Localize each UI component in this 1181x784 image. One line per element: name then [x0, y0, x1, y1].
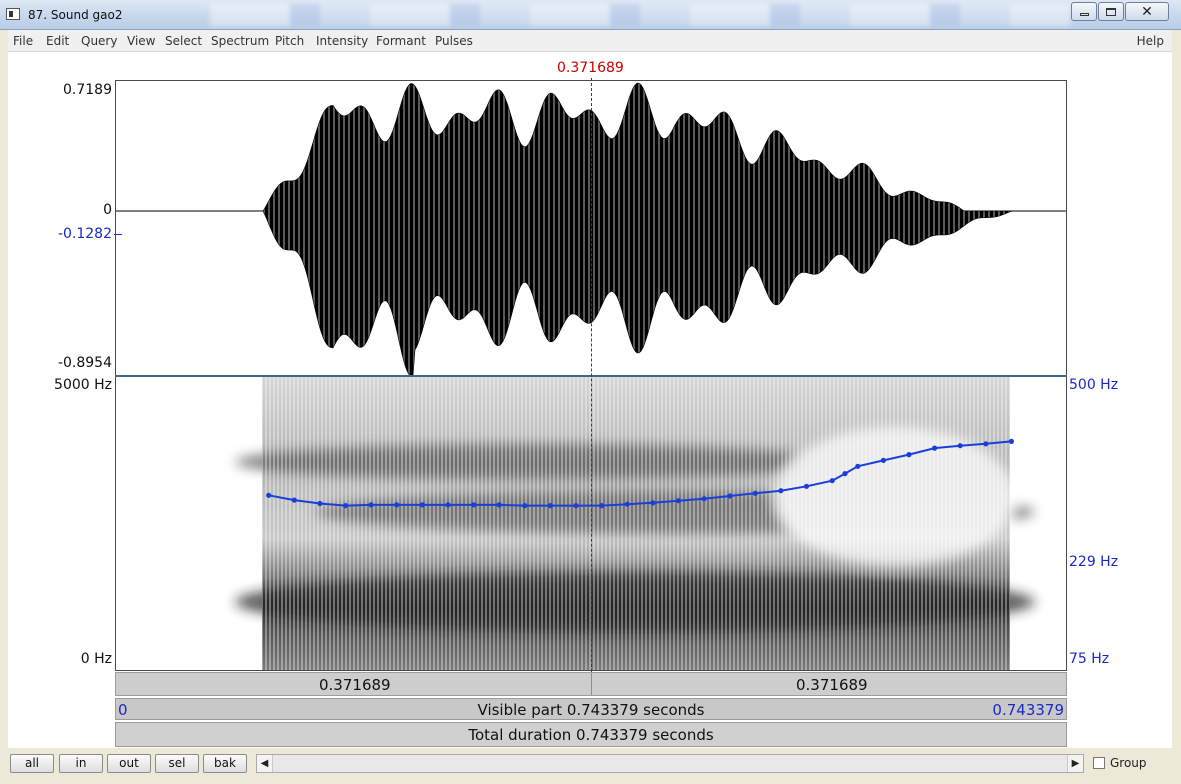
total-duration-label[interactable]: Total duration 0.743379 seconds	[468, 726, 714, 744]
visible-start-time: 0	[118, 701, 128, 719]
pitch-point	[906, 452, 912, 458]
visible-end-time: 0.743379	[992, 701, 1064, 719]
visible-part-bar[interactable]: 0 Visible part 0.743379 seconds 0.743379	[115, 698, 1067, 720]
waveform-cursor-value: -0.1282	[57, 226, 112, 242]
cursor-time-label: 0.371689	[557, 60, 624, 76]
pitch-point	[1008, 438, 1015, 444]
minimize-button[interactable]	[1071, 2, 1097, 21]
pitch-point	[291, 497, 297, 503]
pitch-point	[471, 502, 477, 508]
pitch-point	[394, 502, 400, 508]
pitch-point	[701, 496, 707, 502]
spectrogram-freq-max: 5000 Hz	[54, 377, 112, 393]
selection-left-duration[interactable]: 0.371689	[319, 676, 391, 694]
visible-part-label[interactable]: Visible part 0.743379 seconds	[477, 701, 705, 719]
pitch-point	[727, 493, 733, 499]
pitch-point	[829, 478, 835, 484]
title-bar-background	[210, 4, 1070, 26]
close-icon: ✕	[1141, 3, 1153, 20]
pitch-point	[778, 488, 784, 494]
pitch-point	[842, 471, 848, 477]
pitch-point	[368, 502, 374, 508]
pitch-point	[880, 457, 887, 463]
menu-formant[interactable]: Formant	[376, 34, 426, 48]
zoom-sel-button[interactable]: sel	[155, 754, 199, 773]
pitch-point	[752, 490, 758, 496]
menu-pulses[interactable]: Pulses	[435, 34, 473, 48]
waveform-cursor-tick	[114, 234, 122, 235]
pitch-point	[317, 500, 323, 507]
pitch-point	[419, 502, 425, 508]
pitch-point	[624, 501, 630, 507]
waveform-y-zero: 0	[103, 202, 112, 218]
waveform-signal	[115, 82, 1067, 375]
window-title: 87. Sound gao2	[28, 8, 123, 22]
waveform-y-min: -0.8954	[57, 355, 112, 371]
pitch-point	[803, 483, 810, 489]
pitch-point	[445, 502, 451, 508]
pitch-cursor-value: 229 Hz	[1069, 554, 1119, 570]
pitch-point	[266, 492, 272, 498]
pitch-contour-points	[266, 438, 1015, 509]
pitch-axis-max: 500 Hz	[1069, 377, 1119, 393]
zoom-all-button[interactable]: all	[10, 754, 54, 773]
bottom-toolbar: all in out sel bak ◀ ▶ Group	[8, 749, 1172, 779]
group-checkbox[interactable]	[1093, 757, 1105, 769]
selection-bar-divider	[591, 673, 592, 695]
pitch-point	[983, 441, 989, 447]
menu-view[interactable]: View	[127, 34, 156, 48]
pitch-point	[496, 502, 502, 508]
spectrogram-freq-min: 0 Hz	[80, 651, 112, 667]
close-button[interactable]: ✕	[1125, 2, 1169, 21]
pitch-point	[957, 443, 963, 449]
selection-right-duration[interactable]: 0.371689	[796, 676, 868, 694]
waveform-y-max: 0.7189	[63, 82, 112, 98]
pitch-point	[675, 498, 682, 504]
menu-help[interactable]: Help	[1136, 34, 1164, 48]
pitch-point	[547, 503, 553, 509]
group-checkbox-label: Group	[1110, 756, 1147, 770]
maximize-button[interactable]	[1098, 2, 1124, 21]
pitch-point	[342, 503, 349, 509]
menu-query[interactable]: Query	[81, 34, 118, 48]
pitch-axis-min: 75 Hz	[1069, 651, 1110, 667]
total-duration-bar[interactable]: Total duration 0.743379 seconds	[115, 722, 1067, 747]
maximize-icon	[1106, 7, 1116, 16]
app-icon	[6, 8, 20, 20]
scroll-right-arrow-icon[interactable]: ▶	[1067, 755, 1083, 772]
scroll-left-arrow-icon[interactable]: ◀	[257, 755, 273, 772]
pitch-point	[650, 500, 656, 506]
title-bar: 87. Sound gao2 ✕	[0, 0, 1181, 30]
pitch-point	[522, 503, 528, 509]
waveform-plot[interactable]	[115, 80, 1067, 375]
pitch-point	[573, 503, 579, 509]
zoom-in-button[interactable]: in	[59, 754, 103, 773]
minimize-icon	[1079, 13, 1089, 16]
selection-time-bar[interactable]: 0.371689 0.371689	[115, 672, 1067, 696]
spectrogram-glottal-striations	[262, 377, 1010, 671]
menu-bar: File Edit Query View Select Spectrum Pit…	[8, 30, 1172, 52]
zoom-out-button[interactable]: out	[107, 754, 151, 773]
pitch-point	[932, 445, 938, 451]
zoom-back-button[interactable]: bak	[203, 754, 247, 773]
menu-pitch[interactable]: Pitch	[275, 34, 305, 48]
horizontal-scrollbar[interactable]: ◀ ▶	[256, 754, 1084, 773]
menu-spectrum[interactable]: Spectrum	[211, 34, 270, 48]
menu-intensity[interactable]: Intensity	[316, 34, 369, 48]
menu-file[interactable]: File	[13, 34, 34, 48]
spectrogram-plot[interactable]	[115, 377, 1067, 671]
menu-select[interactable]: Select	[165, 34, 203, 48]
menu-edit[interactable]: Edit	[46, 34, 70, 48]
pitch-point	[599, 503, 605, 509]
pitch-point	[855, 463, 861, 469]
